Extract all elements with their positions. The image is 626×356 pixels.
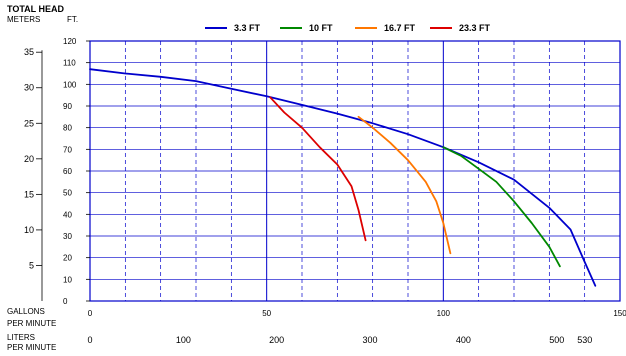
legend-label: 16.7 FT [384, 23, 416, 33]
m-tick-label: 5 [29, 260, 34, 270]
series-line [359, 117, 451, 254]
ft-tick-label: 70 [63, 145, 72, 154]
ft-tick-label: 40 [63, 210, 72, 219]
chart-title: TOTAL HEAD [7, 4, 65, 14]
feet-axis: 0 10 20 30 40 50 60 70 80 90 100 110 120 [63, 37, 90, 306]
ft-tick-label: 30 [63, 232, 72, 241]
legend: 3.3 FT 10 FT 16.7 FT 23.3 FT [205, 23, 491, 33]
gpm-tick-label: 0 [88, 309, 93, 318]
lpm-tick-label: 530 [577, 335, 592, 345]
ft-tick-label: 110 [63, 59, 76, 68]
ft-tick-label: 100 [63, 80, 77, 89]
ft-tick-label: 10 [63, 275, 72, 284]
series-line [443, 147, 560, 266]
m-tick-label: 35 [24, 47, 34, 57]
ft-tick-label: 80 [63, 124, 72, 133]
gpm-tick-label: 150 [613, 309, 626, 318]
ft-tick-label: 120 [63, 37, 77, 46]
ft-tick-label: 50 [63, 189, 72, 198]
grid [90, 41, 620, 301]
lpm-tick-label: 500 [549, 335, 564, 345]
meters-axis: 5 10 15 20 25 30 35 [24, 47, 42, 301]
lpm-tick-label: 100 [176, 335, 191, 345]
legend-label: 23.3 FT [459, 23, 491, 33]
series-lines [90, 69, 595, 286]
lpm-tick-label: 300 [363, 335, 378, 345]
legend-label: 3.3 FT [234, 23, 261, 33]
lpm-tick-label: 0 [87, 335, 92, 345]
lpm-tick-label: 400 [456, 335, 471, 345]
lpm-label-line1: LITERS [7, 333, 35, 342]
gpm-tick-label: 50 [262, 309, 271, 318]
series-line [90, 69, 595, 286]
ft-tick-label: 20 [63, 254, 72, 263]
gpm-tick-label: 100 [437, 309, 451, 318]
ft-tick-label: 0 [63, 297, 68, 306]
m-tick-label: 15 [24, 189, 34, 199]
ft-tick-label: 60 [63, 167, 72, 176]
legend-label: 10 FT [309, 23, 333, 33]
header-meters-label: METERS [7, 15, 40, 24]
lpm-axis: 0 100 200 300 400 500 530 [87, 335, 592, 345]
lpm-label-line2: PER MINUTE [7, 343, 56, 352]
gpm-axis: 0 50 100 150 [88, 309, 626, 318]
header-feet-label: FT. [67, 15, 78, 24]
m-tick-label: 30 [24, 83, 34, 93]
gpm-label-line1: GALLONS [7, 307, 45, 316]
gpm-label-line2: PER MINUTE [7, 319, 56, 328]
m-tick-label: 20 [24, 154, 34, 164]
series-line [270, 97, 365, 240]
ft-tick-label: 90 [63, 102, 72, 111]
m-tick-label: 10 [24, 225, 34, 235]
lpm-tick-label: 200 [269, 335, 284, 345]
m-tick-label: 25 [24, 118, 34, 128]
